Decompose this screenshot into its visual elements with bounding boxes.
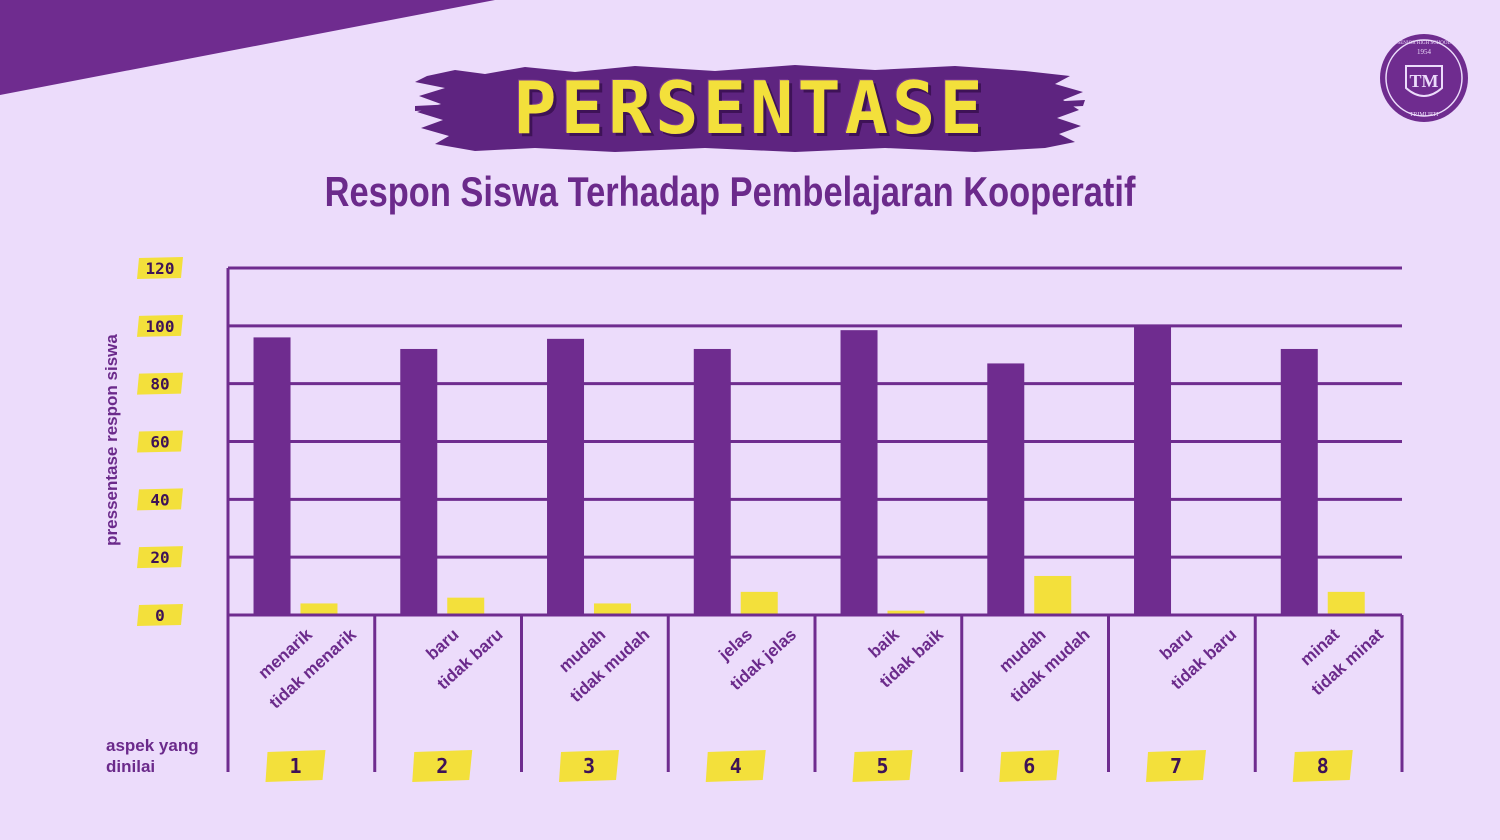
y-tick-badge bbox=[137, 488, 183, 511]
aspect-badge bbox=[412, 750, 473, 782]
aspect-badge bbox=[705, 750, 766, 782]
y-tick-badge bbox=[137, 430, 183, 453]
aspect-label: 6 bbox=[1023, 754, 1035, 778]
y-tick-badge bbox=[137, 314, 183, 337]
y-tick-label: 0 bbox=[155, 606, 165, 625]
y-tick-badge bbox=[137, 546, 183, 569]
logo-year: 1954 bbox=[1417, 48, 1432, 56]
aspect-label: 4 bbox=[730, 754, 742, 778]
bar-negative bbox=[593, 603, 631, 615]
aspect-badge bbox=[1146, 750, 1207, 782]
aspect-label: 7 bbox=[1170, 754, 1182, 778]
aspect-badge bbox=[559, 750, 620, 782]
aspect-label: 1 bbox=[289, 754, 301, 778]
page-title: PERSENTASE bbox=[513, 66, 987, 150]
bar-positive bbox=[1134, 325, 1172, 615]
aspect-badge bbox=[999, 750, 1060, 782]
corner-decoration bbox=[0, 0, 495, 95]
category-label: baik bbox=[865, 624, 903, 661]
bar-positive bbox=[547, 338, 585, 615]
logo-monogram: TM bbox=[1410, 71, 1439, 91]
logo-ring-text: SENIOR HIGH SCHOOL bbox=[1397, 41, 1450, 46]
bar-negative bbox=[1034, 575, 1072, 615]
bar-positive bbox=[840, 330, 878, 615]
y-tick-label: 20 bbox=[150, 548, 169, 567]
bar-positive bbox=[1280, 348, 1318, 615]
bar-negative bbox=[887, 610, 925, 615]
y-tick-label: 40 bbox=[150, 490, 169, 509]
y-tick-label: 100 bbox=[146, 317, 175, 336]
aspect-label: 5 bbox=[876, 754, 888, 778]
y-tick-label: 120 bbox=[146, 259, 175, 278]
chart-subtitle: Respon Siswa Terhadap Pembelajaran Koope… bbox=[324, 168, 1136, 215]
aspect-badge bbox=[852, 750, 913, 782]
bar-negative bbox=[740, 591, 778, 615]
y-tick-badge bbox=[137, 604, 183, 626]
y-tick-badge bbox=[137, 257, 183, 279]
bar-positive bbox=[693, 348, 731, 615]
x-axis-label: aspek yang dinilai bbox=[106, 736, 199, 776]
y-tick-label: 80 bbox=[150, 375, 169, 394]
logo-bottom-text: TRIMURTI bbox=[1410, 112, 1439, 118]
aspect-label: 3 bbox=[583, 754, 595, 778]
aspect-label: 2 bbox=[436, 754, 448, 778]
bar-positive bbox=[987, 363, 1025, 615]
bar-positive bbox=[400, 348, 438, 615]
bar-negative bbox=[300, 603, 338, 615]
bar-negative bbox=[447, 597, 485, 615]
aspect-badge bbox=[1292, 750, 1353, 782]
school-logo: 1954 TM SENIOR HIGH SCHOOL TRIMURTI bbox=[1380, 34, 1468, 122]
title-brush-banner bbox=[415, 65, 1085, 152]
y-tick-badge bbox=[137, 372, 183, 395]
bar-negative bbox=[1327, 591, 1365, 615]
y-tick-label: 60 bbox=[150, 433, 169, 452]
aspect-label: 8 bbox=[1317, 754, 1329, 778]
aspect-badge bbox=[265, 750, 326, 782]
bar-positive bbox=[253, 337, 291, 615]
